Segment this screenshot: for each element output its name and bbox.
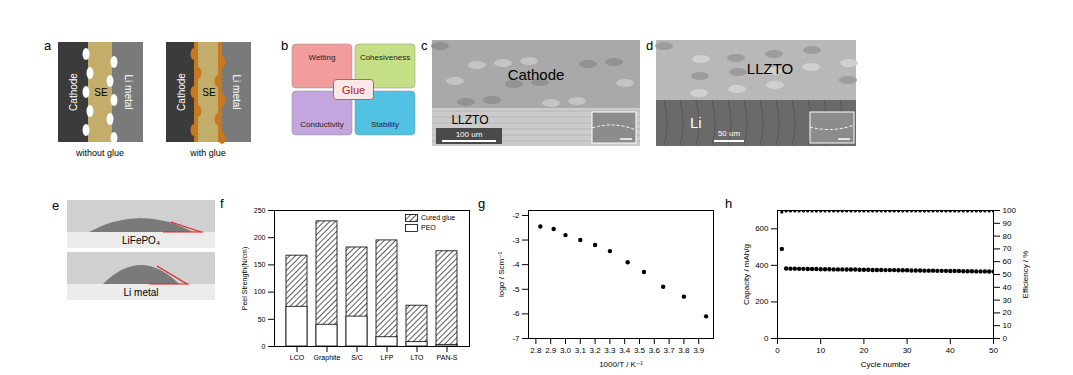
- svg-text:20: 20: [859, 346, 868, 355]
- svg-text:3.1: 3.1: [575, 346, 587, 355]
- svg-text:without glue: without glue: [75, 148, 124, 158]
- svg-text:60: 60: [1003, 257, 1012, 266]
- svg-text:3.7: 3.7: [664, 346, 676, 355]
- svg-text:3.6: 3.6: [649, 346, 661, 355]
- svg-text:d: d: [646, 38, 653, 53]
- svg-text:Glue: Glue: [342, 84, 365, 96]
- svg-text:logσ / Scm⁻¹: logσ / Scm⁻¹: [497, 252, 506, 298]
- svg-text:10: 10: [816, 346, 825, 355]
- svg-text:SE: SE: [94, 87, 108, 98]
- svg-text:g: g: [478, 196, 485, 211]
- svg-text:Li metal: Li metal: [123, 74, 134, 109]
- svg-text:LTO: LTO: [411, 354, 425, 361]
- html-text:PEO: PEO: [421, 224, 436, 231]
- svg-text:100: 100: [1003, 206, 1017, 215]
- svg-text:3.9: 3.9: [693, 346, 705, 355]
- svg-text:b: b: [281, 38, 288, 53]
- svg-text:200: 200: [254, 234, 266, 241]
- svg-text:200: 200: [755, 297, 769, 306]
- svg-text:600: 600: [755, 224, 769, 233]
- svg-text:10: 10: [1003, 321, 1012, 330]
- svg-text:Li metal: Li metal: [231, 74, 242, 109]
- svg-text:-2: -2: [512, 211, 520, 220]
- svg-text:Li: Li: [690, 114, 702, 131]
- svg-text:Efficiency / %: Efficiency / %: [1021, 251, 1030, 299]
- svg-text:3.4: 3.4: [619, 346, 631, 355]
- svg-text:250: 250: [254, 207, 266, 214]
- svg-text:-6: -6: [512, 309, 520, 318]
- svg-text:LCO: LCO: [290, 354, 305, 361]
- svg-text:Conductivity: Conductivity: [300, 120, 344, 129]
- svg-text:Peel Strength(N/cm): Peel Strength(N/cm): [241, 247, 249, 310]
- svg-text:Wetting: Wetting: [309, 53, 336, 62]
- svg-text:f: f: [220, 196, 224, 211]
- svg-text:0: 0: [764, 334, 769, 343]
- svg-text:SE: SE: [202, 87, 216, 98]
- svg-text:Cathode: Cathode: [68, 73, 79, 111]
- svg-text:Cathode: Cathode: [508, 66, 565, 83]
- svg-text:50: 50: [1003, 270, 1012, 279]
- svg-text:Cathode: Cathode: [176, 73, 187, 111]
- svg-text:3.2: 3.2: [590, 346, 602, 355]
- svg-text:LLZTO: LLZTO: [747, 60, 793, 77]
- svg-text:0: 0: [262, 343, 266, 350]
- svg-text:3.0: 3.0: [560, 346, 572, 355]
- svg-text:50: 50: [989, 346, 998, 355]
- svg-text:30: 30: [1003, 296, 1012, 305]
- svg-text:2.9: 2.9: [545, 346, 557, 355]
- svg-text:0: 0: [775, 346, 780, 355]
- svg-text:a: a: [44, 38, 52, 53]
- svg-text:LiFePO₄: LiFePO₄: [122, 235, 160, 246]
- svg-text:LFP: LFP: [381, 354, 394, 361]
- svg-text:100: 100: [254, 288, 266, 295]
- svg-text:50 um: 50 um: [718, 129, 741, 138]
- svg-text:20: 20: [1003, 308, 1012, 317]
- svg-text:h: h: [725, 196, 732, 211]
- svg-text:e: e: [52, 198, 59, 213]
- svg-text:400: 400: [755, 261, 769, 270]
- svg-text:Li metal: Li metal: [123, 287, 158, 298]
- svg-text:100 um: 100 um: [456, 130, 483, 139]
- svg-text:30: 30: [903, 346, 912, 355]
- svg-text:Cohesiveness: Cohesiveness: [360, 53, 410, 62]
- svg-text:0: 0: [1003, 334, 1008, 343]
- svg-text:-3: -3: [512, 236, 520, 245]
- svg-text:3.8: 3.8: [678, 346, 690, 355]
- svg-text:S/C: S/C: [351, 354, 363, 361]
- svg-text:80: 80: [1003, 232, 1012, 241]
- html-text:Cured glue: Cured glue: [421, 214, 456, 221]
- svg-text:Cycle number: Cycle number: [861, 360, 911, 369]
- svg-text:-7: -7: [512, 334, 520, 343]
- svg-text:3.3: 3.3: [604, 346, 616, 355]
- svg-text:40: 40: [1003, 283, 1012, 292]
- svg-text:c: c: [421, 38, 428, 53]
- svg-text:with glue: with glue: [189, 148, 226, 158]
- svg-text:70: 70: [1003, 244, 1012, 253]
- svg-text:Stability: Stability: [371, 120, 399, 129]
- svg-text:150: 150: [254, 261, 266, 268]
- svg-text:2.8: 2.8: [530, 346, 542, 355]
- svg-text:1000/T / K⁻¹: 1000/T / K⁻¹: [599, 360, 643, 369]
- svg-text:PAN-S: PAN-S: [437, 354, 458, 361]
- svg-text:-4: -4: [512, 260, 520, 269]
- svg-text:Capacity / mAh/g: Capacity / mAh/g: [742, 244, 751, 305]
- svg-text:Graphite: Graphite: [314, 354, 341, 362]
- svg-text:LLZTO: LLZTO: [451, 113, 488, 127]
- svg-text:3.5: 3.5: [634, 346, 646, 355]
- svg-text:90: 90: [1003, 219, 1012, 228]
- svg-text:50: 50: [258, 316, 266, 323]
- svg-text:40: 40: [946, 346, 955, 355]
- svg-text:-5: -5: [512, 285, 520, 294]
